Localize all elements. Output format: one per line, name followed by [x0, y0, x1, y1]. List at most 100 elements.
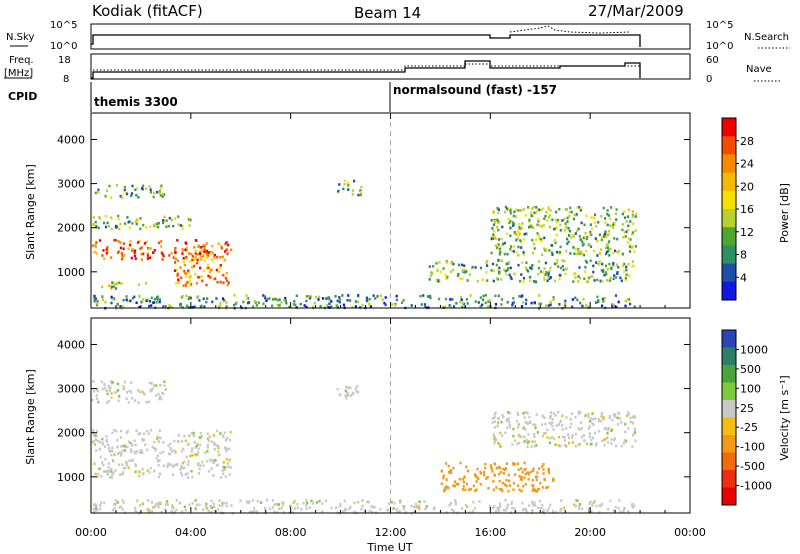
data-cell [158, 397, 161, 401]
data-cell [542, 207, 545, 210]
data-cell [207, 263, 210, 267]
data-cell [156, 435, 159, 438]
data-cell [183, 466, 186, 470]
data-cell [136, 219, 139, 222]
freq-label: Freq. [9, 55, 34, 66]
nsearch-trace [509, 25, 631, 34]
data-cell [198, 252, 201, 256]
data-cell [492, 233, 495, 237]
data-cell [623, 216, 627, 219]
data-cell [209, 459, 212, 462]
data-cell [481, 303, 484, 307]
data-cell [107, 462, 110, 465]
data-cell [128, 459, 131, 463]
data-cell [525, 232, 528, 235]
data-cell [506, 301, 509, 304]
data-cell [113, 503, 116, 506]
data-cell [122, 384, 125, 388]
data-cell [620, 279, 623, 283]
data-cell [482, 294, 485, 298]
data-cell [277, 298, 280, 302]
data-cell [611, 305, 614, 308]
data-cell [624, 276, 627, 280]
data-cell [180, 449, 184, 453]
data-cell [447, 470, 451, 474]
data-cell [454, 499, 457, 502]
data-cell [459, 461, 462, 465]
data-cell [368, 509, 371, 513]
data-cell [634, 245, 637, 248]
data-cell [621, 212, 624, 216]
data-cell [526, 440, 530, 444]
data-cell [131, 296, 135, 300]
data-cell [168, 304, 171, 307]
data-cell [130, 381, 133, 384]
data-cell [174, 251, 177, 254]
data-cell [615, 208, 618, 211]
data-cell [587, 510, 590, 513]
data-cell [540, 225, 543, 228]
data-cell [189, 296, 192, 300]
data-cell [191, 447, 194, 450]
data-cell [351, 193, 354, 196]
data-cell [604, 246, 607, 250]
y-tick-label: 1000 [57, 471, 85, 484]
data-cell [177, 280, 180, 284]
data-cell [599, 261, 602, 264]
data-cell [177, 215, 180, 218]
data-cell [159, 194, 162, 197]
data-cell [193, 305, 196, 308]
colorbar-swatch [722, 172, 736, 192]
data-cell [490, 269, 493, 272]
data-cell [361, 303, 364, 307]
data-cell [479, 305, 482, 308]
data-cell [552, 428, 555, 431]
data-cell [594, 444, 598, 447]
data-cell [528, 504, 531, 507]
data-cell [505, 479, 508, 482]
data-cell [584, 249, 588, 253]
data-cell [158, 459, 161, 462]
data-cell [517, 245, 520, 249]
data-cell [284, 296, 287, 300]
data-cell [536, 431, 539, 434]
data-cell [527, 472, 530, 476]
data-cell [179, 467, 182, 471]
data-cell [600, 304, 604, 308]
data-cell [162, 441, 165, 444]
data-cell [180, 465, 183, 468]
data-cell [450, 471, 453, 474]
data-cell [330, 305, 333, 308]
data-cell [220, 256, 223, 260]
data-cell [552, 509, 555, 513]
data-cell [618, 412, 621, 415]
data-cell [626, 241, 629, 244]
data-cell [191, 306, 194, 309]
data-cell [150, 501, 154, 504]
data-cell [111, 473, 114, 476]
colorbar-swatch [722, 417, 736, 436]
data-cell [606, 267, 609, 271]
data-cell [110, 295, 113, 299]
data-cell [118, 395, 121, 398]
data-cell [452, 262, 455, 266]
data-cell [629, 420, 632, 424]
y-tick-label: 3000 [57, 178, 85, 191]
data-cell [532, 467, 535, 470]
data-cell [222, 461, 225, 464]
data-cell [446, 275, 449, 279]
data-cell [532, 503, 535, 507]
data-cell [510, 245, 513, 248]
data-cell [185, 455, 188, 459]
data-cell [624, 430, 627, 434]
data-cell [612, 303, 615, 307]
data-cell [171, 306, 174, 309]
data-cell [494, 244, 497, 247]
data-cell [149, 225, 152, 229]
data-cell [633, 431, 636, 434]
data-cell [543, 509, 546, 512]
data-cell [592, 501, 595, 504]
data-cell [509, 226, 512, 230]
data-cell [595, 442, 598, 445]
data-cell [118, 227, 121, 231]
